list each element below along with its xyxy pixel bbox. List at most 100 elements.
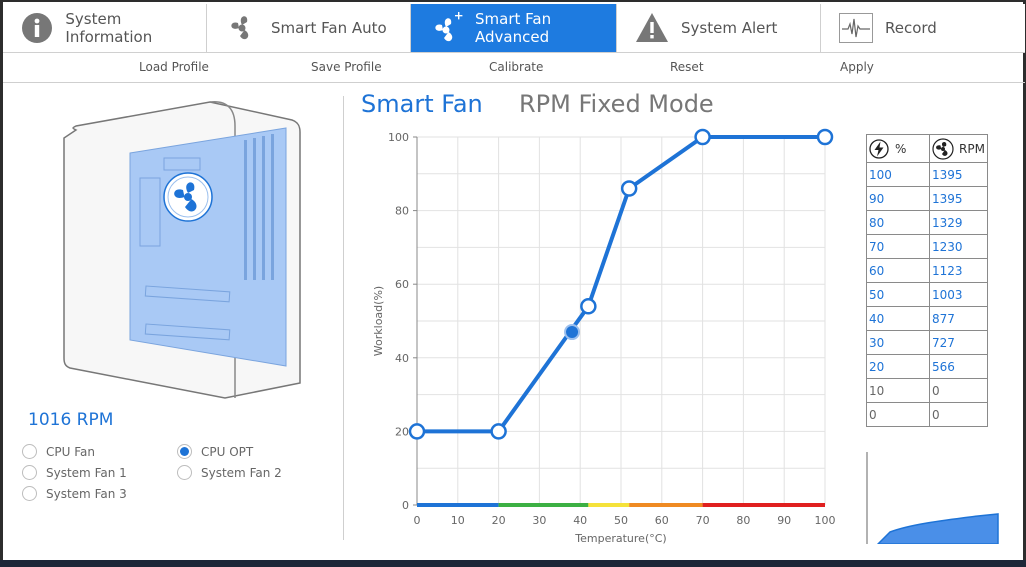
rpm-table-row: 10 0 xyxy=(866,378,988,403)
mode-rpm-fixed[interactable]: RPM Fixed Mode xyxy=(519,90,714,118)
radio-button[interactable] xyxy=(22,444,37,459)
tab-label: System Alert xyxy=(681,19,778,37)
rpm-table-row: 30 727 xyxy=(866,330,988,355)
rpm-cell: 1329 xyxy=(929,210,988,235)
rpm-table-row: 50 1003 xyxy=(866,282,988,307)
percent-cell: 80 xyxy=(866,210,930,235)
apply-button[interactable]: Apply xyxy=(840,60,874,74)
info-icon xyxy=(21,11,53,45)
percent-cell: 100 xyxy=(866,162,930,187)
rpm-cell: 877 xyxy=(929,306,988,331)
curve-control-point[interactable] xyxy=(490,423,507,440)
y-tick-label: 40 xyxy=(395,352,409,365)
percent-cell: 10 xyxy=(866,378,930,403)
rpm-cell: 0 xyxy=(929,402,988,427)
y-tick-label: 60 xyxy=(395,278,409,291)
curve-control-point[interactable] xyxy=(620,180,638,197)
tab-label: System Information xyxy=(65,10,153,46)
current-rpm: 1016 RPM xyxy=(28,410,114,430)
y-tick-label: 80 xyxy=(395,205,409,218)
cpu-fan-icon xyxy=(163,172,213,222)
fan-option-system-fan-1[interactable]: System Fan 1 xyxy=(22,465,127,480)
curve-control-point[interactable] xyxy=(408,423,426,440)
rpm-table-row: 80 1329 xyxy=(866,210,988,235)
warning-icon xyxy=(635,11,669,45)
y-axis-label: Workload(%) xyxy=(372,286,385,356)
x-tick-label: 90 xyxy=(777,514,791,527)
x-tick-label: 0 xyxy=(414,514,421,527)
x-tick-label: 70 xyxy=(696,514,710,527)
percent-header: % xyxy=(895,141,907,156)
fan-plus-icon xyxy=(429,11,463,45)
y-tick-label: 100 xyxy=(388,131,409,144)
rpm-table: % RPM 100 1395 90 1395 80 1329 70 1230 60 1123 50 1… xyxy=(866,134,988,427)
y-tick-label: 0 xyxy=(402,499,409,512)
main-tabs: System Information Smart Fan Auto Smart … xyxy=(3,4,1025,53)
percent-cell: 30 xyxy=(866,330,930,355)
percent-cell: 20 xyxy=(866,354,930,379)
reset-button[interactable]: Reset xyxy=(670,60,704,74)
fan-option-system-fan-2[interactable]: System Fan 2 xyxy=(177,465,282,480)
curve-control-point[interactable] xyxy=(816,128,834,146)
rpm-table-row: 20 566 xyxy=(866,354,988,379)
pc-case-illustration xyxy=(63,101,301,399)
rpm-cell: 0 xyxy=(929,378,988,403)
radio-button[interactable] xyxy=(22,465,37,480)
fan-header-icon xyxy=(932,137,954,160)
fan-option-cpu-fan[interactable]: CPU Fan xyxy=(22,444,95,459)
radio-button-selected[interactable] xyxy=(177,444,192,459)
y-tick-label: 20 xyxy=(395,425,409,438)
load-profile-button[interactable]: Load Profile xyxy=(139,60,209,74)
radio-button[interactable] xyxy=(22,486,37,501)
lightning-icon xyxy=(869,138,889,159)
save-profile-button[interactable]: Save Profile xyxy=(311,60,382,74)
taskbar-strip xyxy=(0,560,1026,567)
rpm-cell: 1123 xyxy=(929,258,988,283)
x-tick-label: 20 xyxy=(492,514,506,527)
fan-option-cpu-opt[interactable]: CPU OPT xyxy=(177,444,253,459)
percent-cell: 90 xyxy=(866,186,930,211)
rpm-cell: 1395 xyxy=(929,162,988,187)
fan-option-system-fan-3[interactable]: System Fan 3 xyxy=(22,486,127,501)
tab-smart-fan-advanced[interactable]: Smart Fan Advanced xyxy=(411,4,617,52)
panel-divider xyxy=(343,96,344,540)
x-tick-label: 30 xyxy=(532,514,546,527)
rpm-cell: 566 xyxy=(929,354,988,379)
tab-smart-fan-auto[interactable]: Smart Fan Auto xyxy=(207,4,411,52)
mode-smart-fan[interactable]: Smart Fan xyxy=(361,90,483,118)
tab-system-alert[interactable]: System Alert xyxy=(617,4,821,52)
x-tick-label: 50 xyxy=(614,514,628,527)
fan-curve-chart[interactable]: 0 10 20 30 40 50 60 70 80 90 100 0 20 40 60 80 100 Temper… xyxy=(355,125,845,550)
x-tick-label: 80 xyxy=(736,514,750,527)
x-tick-label: 40 xyxy=(573,514,587,527)
rpm-cell: 1003 xyxy=(929,282,988,307)
calibrate-button[interactable]: Calibrate xyxy=(489,60,544,74)
percent-cell: 60 xyxy=(866,258,930,283)
fan-icon xyxy=(225,11,259,45)
radio-button[interactable] xyxy=(177,465,192,480)
percent-cell: 50 xyxy=(866,282,930,307)
fan-curve-line xyxy=(417,135,825,434)
curve-control-point[interactable] xyxy=(580,298,597,315)
tab-label: Smart Fan Auto xyxy=(271,19,387,37)
x-tick-label: 60 xyxy=(655,514,669,527)
rpm-header: RPM xyxy=(959,141,985,156)
percent-cell: 0 xyxy=(866,402,930,427)
rpm-preview-graph xyxy=(866,452,999,544)
rpm-table-row: 70 1230 xyxy=(866,234,988,259)
profile-toolbar: Load Profile Save Profile Calibrate Rese… xyxy=(3,53,1025,83)
rpm-table-row: 100 1395 xyxy=(866,162,988,187)
rpm-table-row: 40 877 xyxy=(866,306,988,331)
percent-cell: 40 xyxy=(866,306,930,331)
rpm-table-row: 60 1123 xyxy=(866,258,988,283)
tab-record[interactable]: Record xyxy=(821,4,1025,52)
tab-system-information[interactable]: System Information xyxy=(3,4,207,52)
percent-cell: 70 xyxy=(866,234,930,259)
rpm-table-row: 90 1395 xyxy=(866,186,988,211)
rpm-cell: 1395 xyxy=(929,186,988,211)
waveform-icon xyxy=(839,11,873,45)
x-tick-label: 100 xyxy=(815,514,836,527)
curve-control-point[interactable] xyxy=(694,128,711,146)
rpm-cell: 1230 xyxy=(929,234,988,259)
